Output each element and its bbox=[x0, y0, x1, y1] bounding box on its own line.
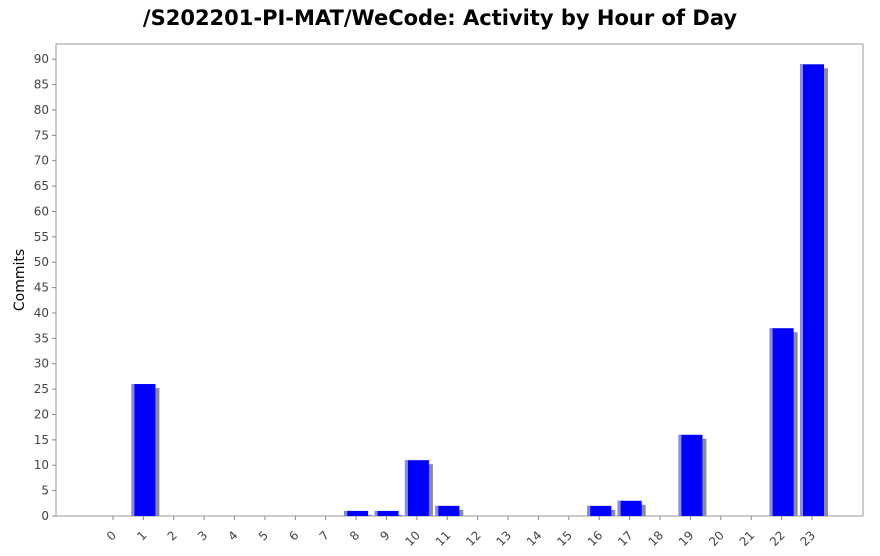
x-tick-label: 7 bbox=[317, 528, 332, 543]
x-tick-label: 16 bbox=[585, 528, 606, 549]
y-tick-label: 80 bbox=[34, 103, 49, 117]
bar-highlight bbox=[131, 384, 135, 516]
x-tick-label: 21 bbox=[737, 528, 758, 549]
x-tick-label: 0 bbox=[104, 528, 119, 543]
bar-highlight bbox=[678, 434, 682, 516]
bar-highlight bbox=[617, 500, 621, 516]
bar bbox=[435, 505, 464, 516]
bar bbox=[678, 434, 707, 516]
y-tick-label: 10 bbox=[34, 458, 49, 472]
chart-title: /S202201-PI-MAT/WeCode: Activity by Hour… bbox=[142, 6, 738, 30]
y-tick-label: 0 bbox=[41, 509, 49, 523]
y-axis: 0 5 10 15 20 25 30 35 40 45 50 55 60 65 70 75 80 85 90 bbox=[34, 52, 56, 523]
bar-body bbox=[131, 384, 156, 516]
y-tick-label: 15 bbox=[34, 433, 49, 447]
y-tick-label: 60 bbox=[34, 204, 49, 218]
bar bbox=[344, 510, 373, 516]
bar-body bbox=[678, 434, 703, 516]
x-tick-label: 13 bbox=[494, 528, 515, 549]
y-tick-label: 75 bbox=[34, 128, 49, 142]
x-tick-label: 14 bbox=[524, 528, 545, 549]
x-tick-label: 19 bbox=[676, 528, 697, 549]
y-tick-label: 30 bbox=[34, 357, 49, 371]
y-tick-label: 85 bbox=[34, 78, 49, 92]
y-tick-label: 5 bbox=[41, 484, 49, 498]
x-tick-label: 2 bbox=[165, 528, 180, 543]
bar bbox=[617, 500, 646, 516]
bar-highlight bbox=[800, 64, 803, 516]
x-tick-label: 12 bbox=[463, 528, 484, 549]
x-tick-label: 1 bbox=[134, 528, 149, 543]
y-tick-label: 20 bbox=[34, 407, 49, 421]
bar-highlight bbox=[344, 510, 348, 516]
bar-body bbox=[344, 510, 369, 516]
x-tick-label: 20 bbox=[706, 528, 727, 549]
x-axis: 0 1 2 3 4 5 6 7 8 9 10 11 12 13 14 15 16 17 18 19 20 21 22 23 bbox=[104, 516, 818, 549]
bar-body bbox=[435, 505, 460, 516]
bar bbox=[800, 64, 828, 516]
bar-highlight bbox=[404, 460, 408, 516]
y-axis-label: Commits bbox=[12, 249, 28, 311]
bar-body bbox=[617, 500, 642, 516]
bar-highlight bbox=[587, 505, 591, 516]
x-tick-label: 15 bbox=[554, 528, 575, 549]
bar-highlight bbox=[769, 328, 773, 516]
y-tick-label: 50 bbox=[34, 255, 49, 269]
bar bbox=[404, 460, 433, 516]
bar-body bbox=[374, 510, 399, 516]
x-tick-label: 22 bbox=[767, 528, 788, 549]
x-tick-label: 4 bbox=[225, 528, 240, 543]
x-tick-label: 18 bbox=[645, 528, 666, 549]
bar bbox=[374, 510, 403, 516]
y-tick-label: 45 bbox=[34, 281, 49, 295]
y-tick-label: 40 bbox=[34, 306, 49, 320]
x-tick-label: 11 bbox=[433, 528, 454, 549]
plot-border bbox=[55, 43, 864, 517]
y-tick-label: 70 bbox=[34, 154, 49, 168]
bars bbox=[131, 64, 828, 516]
bar-body bbox=[404, 460, 429, 516]
x-tick-label: 6 bbox=[286, 528, 301, 543]
x-tick-label: 17 bbox=[615, 528, 636, 549]
y-tick-label: 65 bbox=[34, 179, 49, 193]
bar-body bbox=[769, 328, 794, 516]
x-tick-label: 8 bbox=[347, 528, 362, 543]
bar-highlight bbox=[374, 510, 378, 516]
y-tick-label: 90 bbox=[34, 52, 49, 66]
bar-body bbox=[587, 505, 612, 516]
x-tick-label: 5 bbox=[256, 528, 271, 543]
y-tick-label: 35 bbox=[34, 331, 49, 345]
bar-highlight bbox=[435, 505, 439, 516]
bar bbox=[587, 505, 616, 516]
y-tick-label: 55 bbox=[34, 230, 49, 244]
bar bbox=[131, 384, 160, 516]
bar bbox=[769, 328, 798, 516]
bar-body bbox=[800, 64, 824, 516]
x-tick-label: 3 bbox=[195, 528, 210, 543]
x-tick-label: 9 bbox=[377, 528, 392, 543]
x-tick-label: 10 bbox=[402, 528, 423, 549]
x-tick-label: 23 bbox=[797, 528, 818, 549]
plot-area bbox=[55, 43, 864, 517]
y-tick-label: 25 bbox=[34, 382, 49, 396]
